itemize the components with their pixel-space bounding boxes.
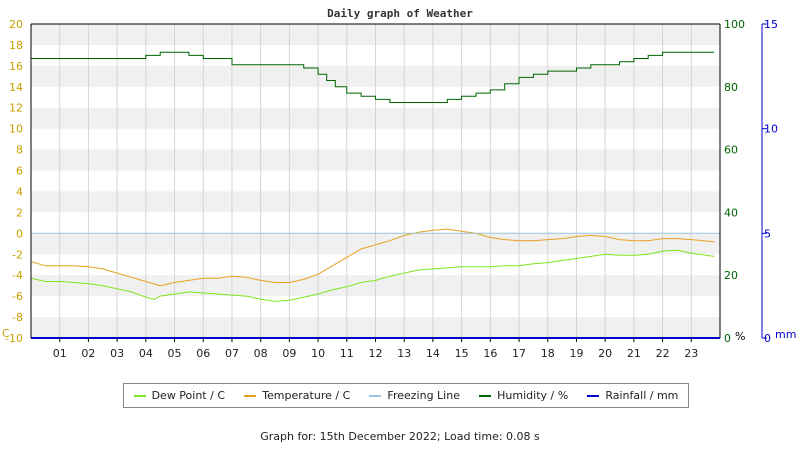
humidity-tick-label: 100 [724, 18, 745, 31]
left-tick-label: 0 [16, 227, 23, 240]
left-tick-label: 14 [9, 81, 23, 94]
x-tick-label: 15 [455, 347, 469, 360]
left-tick-label: 10 [9, 123, 23, 136]
series-line-3 [31, 51, 715, 103]
legend-item: Humidity / % [479, 389, 568, 402]
left-tick-label: 18 [9, 39, 23, 52]
rainfall-tick-label: 5 [764, 227, 771, 240]
x-tick-label: 16 [483, 347, 497, 360]
legend: Dew Point / C Temperature / C Freezing Lin… [123, 383, 689, 408]
left-tick-label: 20 [9, 18, 23, 31]
x-tick-label: 13 [397, 347, 411, 360]
left-tick-label: -4 [12, 269, 23, 282]
humidity-tick-label: 60 [724, 144, 738, 157]
x-tick-label: 17 [512, 347, 526, 360]
left-tick-label: -6 [12, 290, 23, 303]
x-tick-label: 09 [282, 347, 296, 360]
humidity-unit-label: % [735, 330, 745, 343]
left-tick-label: 4 [16, 185, 23, 198]
x-tick-label: 02 [81, 347, 95, 360]
series-line-1 [30, 228, 715, 287]
humidity-tick-label: 20 [724, 269, 738, 282]
legend-item: Dew Point / C [133, 389, 226, 402]
legend-label: Dew Point / C [151, 389, 226, 402]
legend-swatch [133, 394, 146, 397]
legend-swatch [244, 394, 257, 397]
humidity-tick-label: 40 [724, 206, 738, 219]
chart-title: Daily graph of Weather [327, 7, 473, 20]
legend-label: Temperature / C [262, 389, 351, 402]
legend-label: Humidity / % [497, 389, 569, 402]
x-tick-label: 08 [254, 347, 268, 360]
x-tick-label: 21 [627, 347, 641, 360]
humidity-tick-label: 0 [724, 332, 731, 345]
x-tick-label: 10 [311, 347, 325, 360]
x-tick-label: 06 [196, 347, 210, 360]
x-tick-label: 23 [684, 347, 698, 360]
left-tick-label: 8 [16, 144, 23, 157]
left-tick-label: -8 [12, 311, 23, 324]
legend-label: Rainfall / mm [605, 389, 679, 402]
legend-swatch [587, 394, 600, 397]
rainfall-unit-label: mm [775, 328, 796, 341]
footer-status: Graph for: 15th December 2022; Load time… [260, 430, 540, 443]
legend-item: Temperature / C [244, 389, 350, 402]
x-tick-label: 04 [139, 347, 153, 360]
x-tick-label: 01 [53, 347, 67, 360]
humidity-tick-label: 80 [724, 81, 738, 94]
left-tick-label: 2 [16, 206, 23, 219]
x-tick-label: 11 [340, 347, 354, 360]
rainfall-tick-label: 10 [764, 123, 778, 136]
x-tick-label: 20 [598, 347, 612, 360]
left-tick-label: -10 [5, 332, 23, 345]
legend-label: Freezing Line [387, 389, 460, 402]
left-tick-label: 6 [16, 165, 23, 178]
rainfall-tick-label: 0 [764, 332, 771, 345]
x-tick-label: 12 [369, 347, 383, 360]
axes [30, 23, 767, 342]
x-tick-label: 22 [656, 347, 670, 360]
legend-item: Freezing Line [369, 389, 460, 402]
series-line-0 [30, 249, 715, 302]
x-tick-label: 18 [541, 347, 555, 360]
legend-item: Rainfall / mm [587, 389, 678, 402]
x-tick-label: 19 [569, 347, 583, 360]
x-tick-label: 05 [168, 347, 182, 360]
legend-swatch [369, 394, 382, 397]
left-unit-label: C [2, 327, 10, 340]
x-tick-label: 03 [110, 347, 124, 360]
left-tick-label: 12 [9, 102, 23, 115]
left-tick-label: 16 [9, 60, 23, 73]
legend-swatch [479, 394, 492, 397]
rainfall-tick-label: 15 [764, 18, 778, 31]
vertical-gridlines [59, 24, 692, 338]
left-tick-label: -2 [12, 248, 23, 261]
x-tick-label: 07 [225, 347, 239, 360]
x-tick-label: 14 [426, 347, 440, 360]
